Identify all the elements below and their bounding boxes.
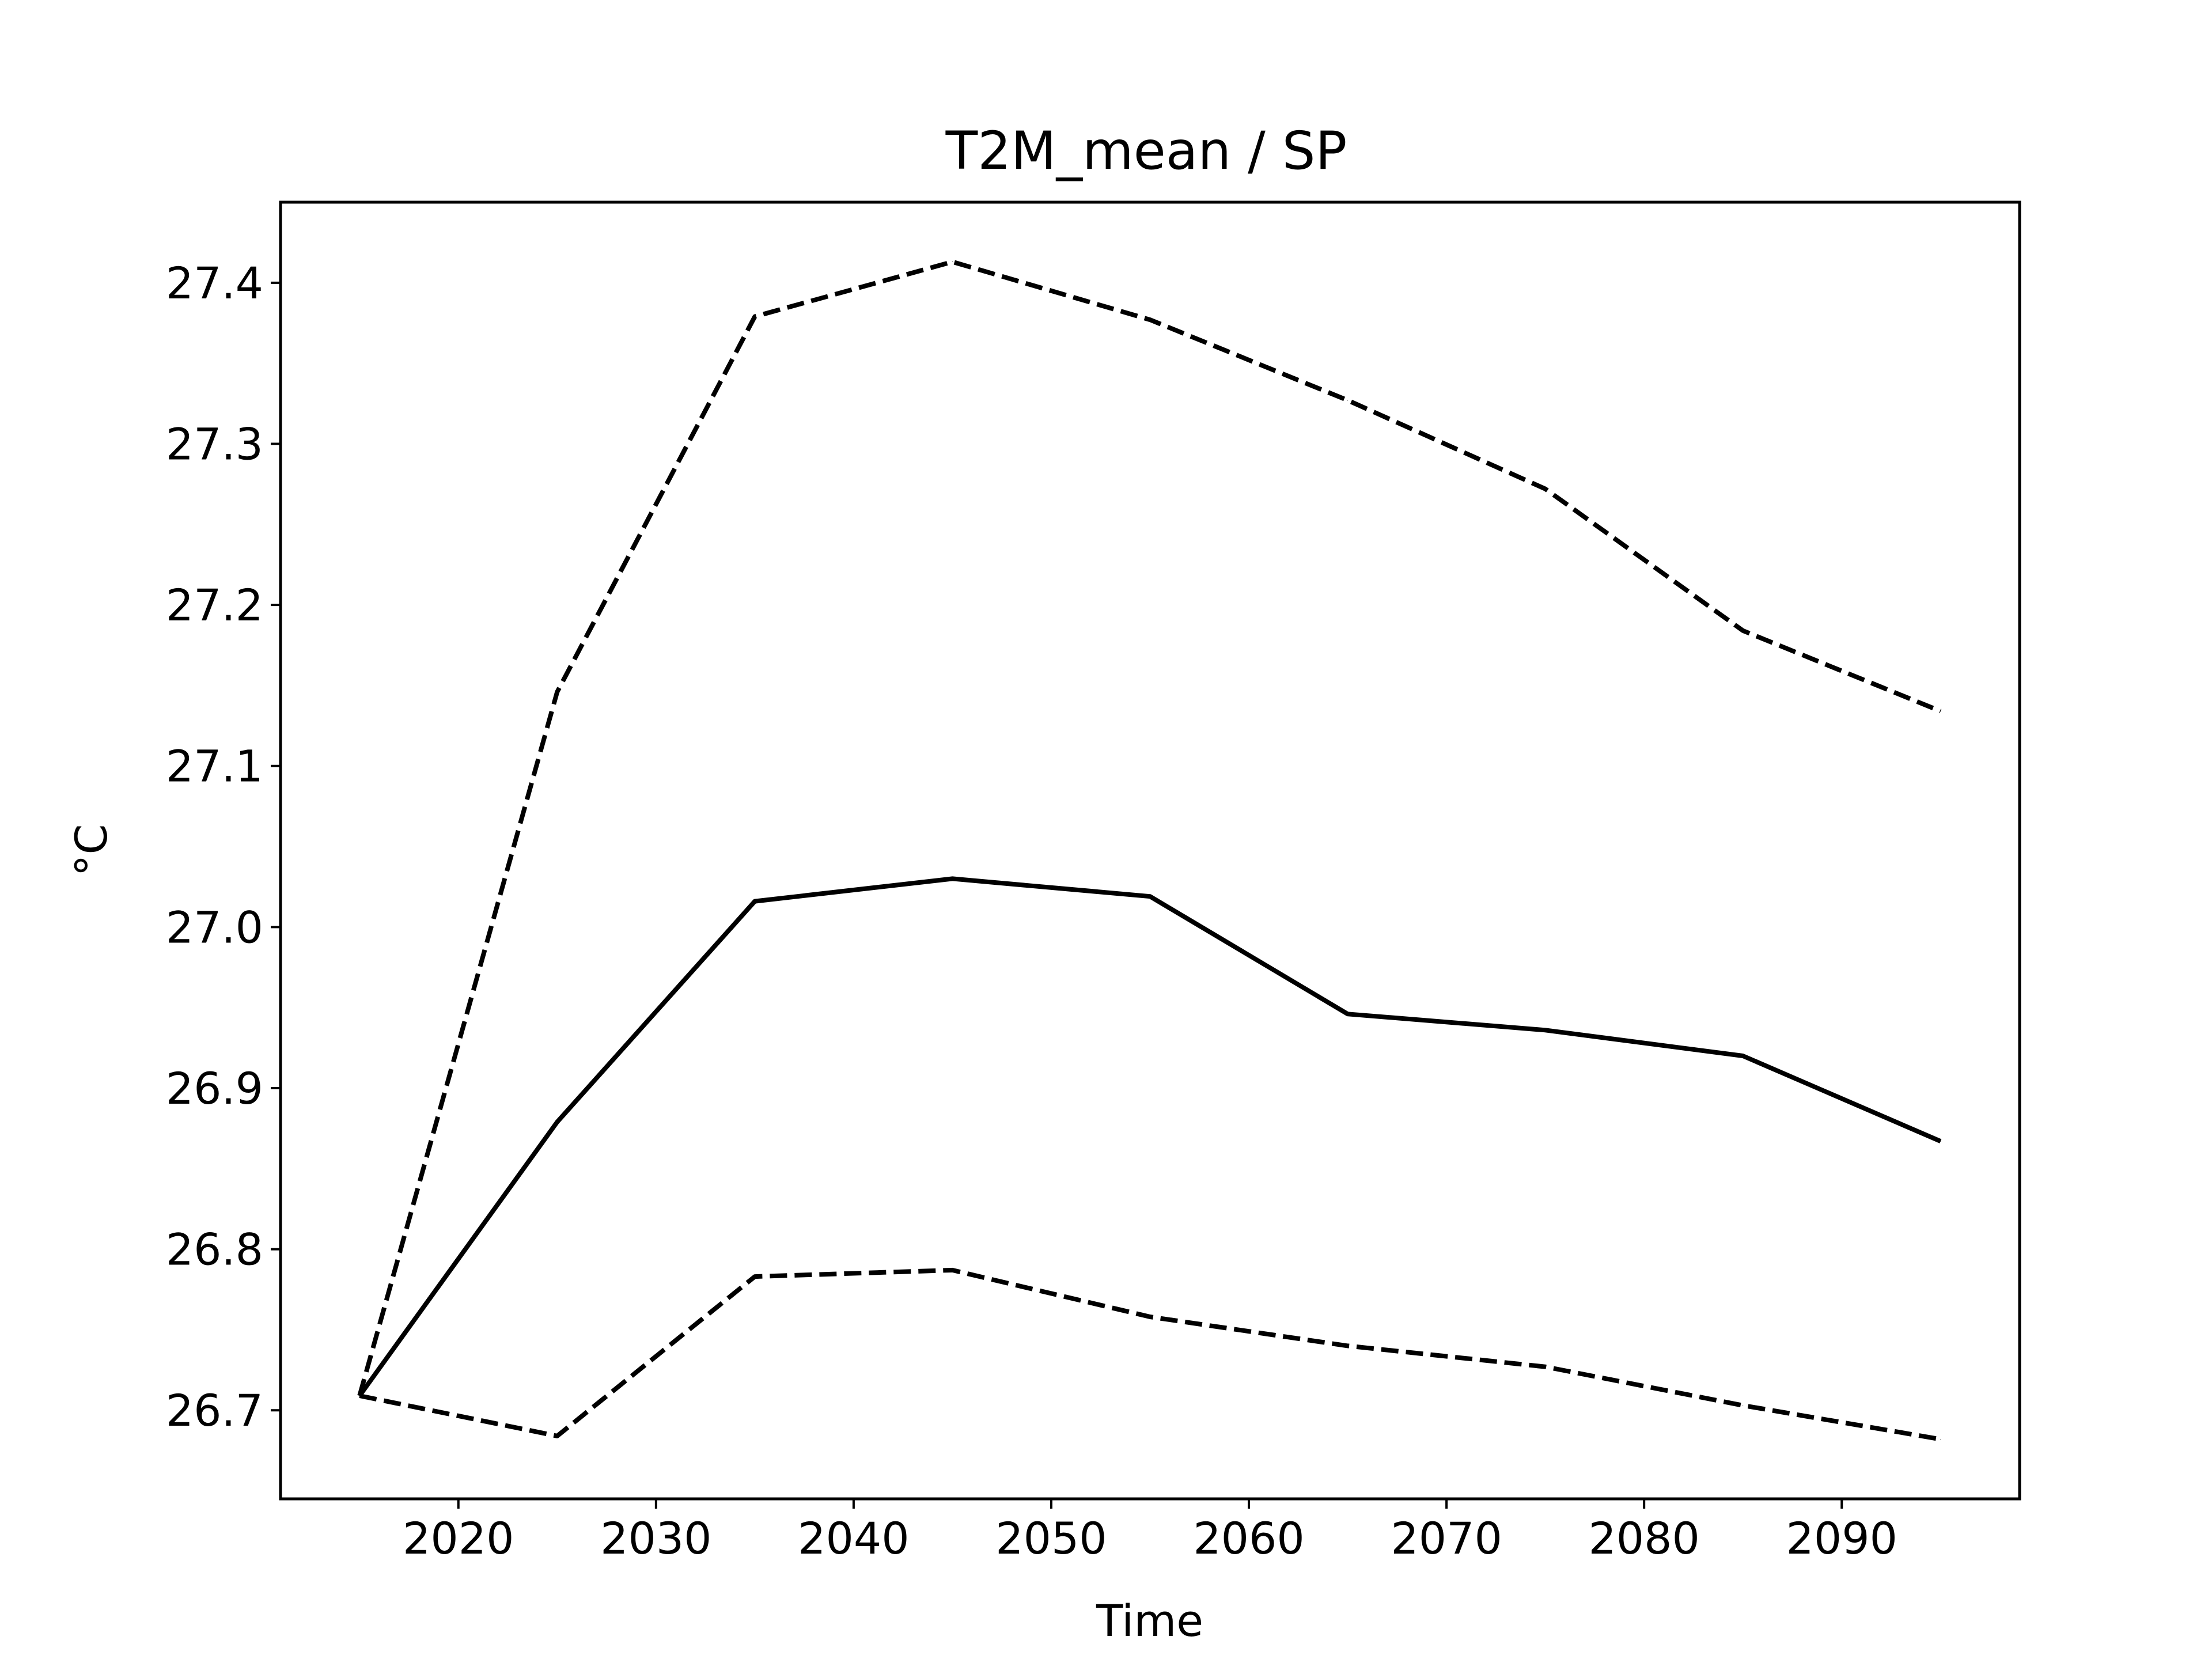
x-tick-label: 2070 <box>1391 1513 1502 1564</box>
data-point <box>556 1435 558 1437</box>
data-point <box>1545 488 1546 490</box>
x-tick-label: 2050 <box>995 1513 1107 1564</box>
y-tick-label: 27.0 <box>166 902 263 953</box>
x-tick-label: 2040 <box>798 1513 909 1564</box>
y-tick-label: 27.1 <box>166 741 263 792</box>
x-axis: 2020 2030 2040 2050 2060 2070 2080 2090 <box>403 1499 1897 1564</box>
axes-frame <box>279 200 2021 1501</box>
series-layer <box>357 259 1942 1442</box>
data-point <box>1545 1366 1546 1368</box>
x-tick-label: 2060 <box>1193 1513 1304 1564</box>
y-tick-label: 26.7 <box>166 1385 263 1436</box>
x-tick-label: 2080 <box>1588 1513 1699 1564</box>
x-axis-label: Time <box>1096 1595 1203 1646</box>
data-point <box>1940 1141 1941 1142</box>
y-tick-label: 27.2 <box>166 579 263 631</box>
y-tick-label: 26.8 <box>166 1224 263 1275</box>
data-point <box>1940 1439 1941 1440</box>
x-tick-label: 2090 <box>1786 1513 1897 1564</box>
data-point <box>1545 1029 1546 1031</box>
y-axis: 26.7 26.8 26.9 27.0 27.1 27.2 27.3 27.4 <box>166 257 281 1436</box>
y-tick-label: 27.4 <box>166 257 263 309</box>
y-axis-label: °C <box>66 824 117 876</box>
data-point <box>952 878 953 879</box>
chart-title: T2M_mean / SP <box>945 121 1347 181</box>
x-tick-label: 2020 <box>403 1513 514 1564</box>
y-tick-label: 26.9 <box>166 1063 263 1114</box>
y-tick-label: 27.3 <box>166 418 263 469</box>
x-tick-label: 2030 <box>600 1513 711 1564</box>
